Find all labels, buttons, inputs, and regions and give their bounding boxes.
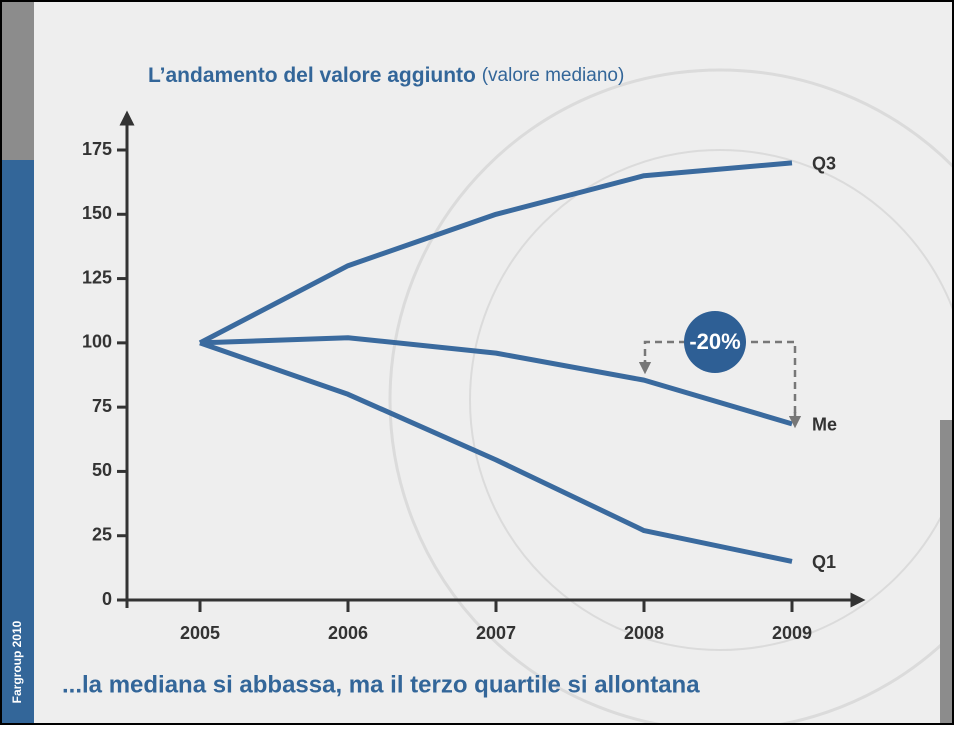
- y-tick-label: 50: [92, 460, 112, 480]
- caption: ...la mediana si abbassa, ma il terzo qu…: [62, 671, 700, 698]
- side-label: Fargroup 2010: [10, 620, 24, 703]
- side-bar-top: [0, 0, 34, 160]
- series-label: Q1: [812, 552, 836, 572]
- x-tick-label: 2009: [772, 623, 812, 643]
- right-bar: [940, 420, 954, 725]
- annotation: -20%: [689, 329, 740, 354]
- title-note: (valore mediano): [482, 65, 625, 86]
- y-tick-label: 125: [82, 267, 112, 287]
- x-tick-label: 2005: [180, 623, 220, 643]
- y-tick-label: 175: [82, 139, 112, 159]
- y-tick-label: 0: [102, 589, 112, 609]
- y-tick-label: 25: [92, 524, 112, 544]
- x-tick-label: 2007: [476, 623, 516, 643]
- series-label: Q3: [812, 154, 836, 174]
- series-label: Me: [812, 415, 837, 435]
- title-main: L’andamento del valore aggiunto: [148, 64, 476, 87]
- y-tick-label: 150: [82, 203, 112, 223]
- y-tick-label: 100: [82, 332, 112, 352]
- x-tick-label: 2006: [328, 623, 368, 643]
- slide: Fargroup 2010 L’andamento del valore agg…: [0, 0, 954, 725]
- x-tick-label: 2008: [624, 623, 664, 643]
- y-tick-label: 75: [92, 396, 112, 416]
- chart-title: L’andamento del valore aggiunto (valore …: [148, 64, 624, 87]
- background: [0, 0, 954, 725]
